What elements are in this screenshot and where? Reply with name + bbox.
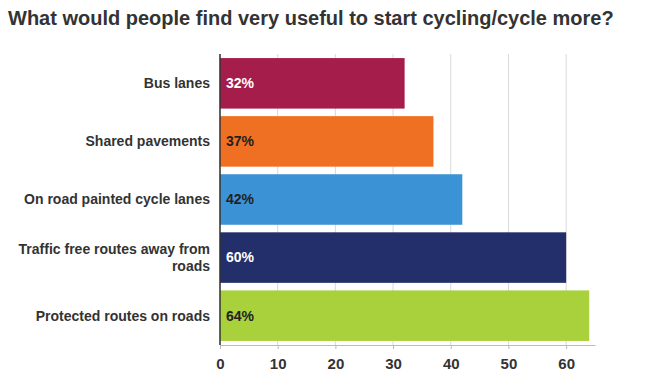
data-label: 64% (226, 308, 255, 324)
x-tick-mark (335, 345, 336, 349)
grid-line (220, 54, 221, 345)
x-tick: 0 (216, 345, 224, 372)
y-tick-label: Traffic free routes away fromroads (19, 241, 211, 274)
x-tick-label: 10 (270, 355, 287, 372)
x-tick-mark (451, 345, 452, 349)
title: What would people find very useful to st… (8, 7, 614, 29)
x-axis: 0 10 20 30 40 50 60 (216, 345, 595, 372)
y-axis: Bus lanes Shared pavements On road painted… (19, 75, 211, 323)
bar (220, 58, 405, 109)
y-tick-label: Bus lanes (144, 75, 210, 91)
x-tick: 20 (328, 345, 345, 372)
y-tick-label: Shared pavements (86, 133, 211, 149)
x-tick-label: 60 (558, 355, 575, 372)
x-tick-label: 30 (385, 355, 402, 372)
x-tick-mark (220, 345, 221, 349)
y-tick-label: On road painted cycle lanes (24, 191, 210, 207)
bar (220, 174, 462, 225)
x-tick-mark (393, 345, 394, 349)
bar (220, 290, 589, 341)
x-tick-mark (566, 345, 567, 349)
y-axis-line (219, 54, 221, 345)
x-tick: 10 (270, 345, 287, 372)
bar (220, 232, 566, 283)
x-tick: 30 (385, 345, 402, 372)
x-tick-label: 50 (501, 355, 518, 372)
x-tick: 40 (443, 345, 460, 372)
data-label: 60% (226, 249, 255, 265)
x-tick-label: 20 (328, 355, 345, 372)
bar (220, 116, 433, 167)
x-tick-mark (508, 345, 509, 349)
x-tick: 50 (501, 345, 518, 372)
plot: 0 10 20 30 40 50 60 Bus lanes Shared pavements On… (19, 54, 596, 372)
x-tick-label: 0 (216, 355, 224, 372)
x-tick-label: 40 (443, 355, 460, 372)
y-tick-label: Protected routes on roads (36, 308, 210, 324)
chart: What would people find very useful to st… (0, 0, 645, 389)
bars (220, 58, 589, 341)
data-label: 42% (226, 191, 255, 207)
x-axis-line (221, 345, 596, 346)
data-label: 37% (226, 133, 255, 149)
x-tick: 60 (558, 345, 575, 372)
data-labels: 32% 37% 42% 60% 64% (226, 75, 255, 323)
data-label: 32% (226, 75, 255, 91)
x-tick-mark (278, 345, 279, 349)
